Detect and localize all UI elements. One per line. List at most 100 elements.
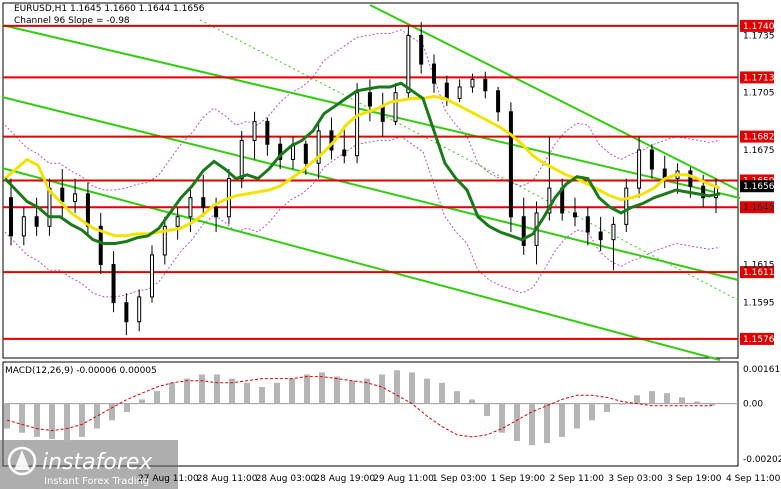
macd-histogram-bar <box>469 399 475 404</box>
axes: 1.1735 1.1705 1.1675 1.1645 1.1615 1.1595 0.00… <box>138 31 781 484</box>
horizontal-levels: 1.17401.17131.16821.16591.16451.16111.15… <box>3 19 775 345</box>
macd-histogram-bar <box>79 403 85 437</box>
symbol-header: EURUSD,H1 1.1645 1.1660 1.1644 1.1656 <box>14 4 205 14</box>
channel-line <box>1 167 721 361</box>
moving-averages <box>3 81 721 245</box>
candle-body <box>239 139 244 180</box>
candle-body <box>624 187 629 225</box>
level-label: 1.1576 <box>743 335 775 345</box>
macd-histogram-bar <box>34 403 40 437</box>
macd-histogram-bar <box>439 382 445 404</box>
macd-histogram-bar <box>319 372 325 404</box>
candle-body <box>444 82 449 99</box>
macd-histogram-bar <box>559 403 565 437</box>
level-tag <box>740 130 774 143</box>
price-tick-label: 1.1595 <box>743 299 775 309</box>
candle-body <box>393 92 398 122</box>
macd-histogram-bar <box>484 403 490 417</box>
candle-body <box>406 34 411 94</box>
time-tick-label: 28 Aug 19:00 <box>314 474 375 484</box>
macd-histogram-bar <box>364 378 370 404</box>
macd-histogram-bar <box>184 378 190 404</box>
price-tick-label: 1.1645 <box>743 203 775 213</box>
macd-histogram-bar <box>664 393 670 404</box>
candle-body <box>432 63 436 84</box>
candle-body <box>637 149 642 189</box>
macd-label: MACD(12,26,9) -0.00006 0.00005 <box>5 366 157 376</box>
candle-body <box>60 187 65 202</box>
macd-histogram-bar <box>514 403 520 442</box>
macd-histogram-bar <box>349 380 355 404</box>
time-tick-label: 4 Sep 11:00 <box>726 474 781 484</box>
candle-body <box>688 170 693 187</box>
candle-body <box>419 34 424 65</box>
macd-histogram-bar <box>499 403 505 433</box>
level-label: 1.1682 <box>743 133 775 143</box>
time-tick-label: 1 Sep 19:00 <box>491 474 546 484</box>
candle-body <box>598 231 603 241</box>
candle-body <box>124 302 129 323</box>
candle-body <box>73 193 78 202</box>
candle-body <box>265 120 270 145</box>
macd-histogram-bar <box>124 403 130 412</box>
macd-histogram-bar <box>289 378 295 404</box>
macd-histogram-bar <box>379 374 385 404</box>
price-tick-label: 1.1735 <box>743 31 775 41</box>
macd-histogram-bar <box>94 403 100 429</box>
macd-histogram-bar <box>394 370 400 404</box>
candle-body <box>47 187 52 227</box>
macd-histogram-bar <box>679 397 685 404</box>
macd-histogram-bar <box>109 403 115 421</box>
logo-backdrop <box>0 440 178 489</box>
macd-histogram-bar <box>274 382 280 404</box>
candle-body <box>252 120 257 141</box>
candle-body <box>573 212 577 218</box>
macd-histogram-bar <box>199 374 205 404</box>
channel-line <box>369 4 739 191</box>
macd-histogram-bar <box>709 403 715 406</box>
candle-body <box>342 149 347 157</box>
candle-body <box>457 86 462 99</box>
macd-signal-line <box>6 376 712 438</box>
slow-moving-average <box>3 81 721 245</box>
macd-histogram-bar <box>64 403 70 442</box>
macd-histogram-bar <box>544 403 550 444</box>
macd-histogram-bar <box>409 372 415 404</box>
current-price-label: 1.1656 <box>743 182 775 192</box>
candlesticks <box>9 22 718 336</box>
candle-body <box>611 223 616 241</box>
level-label: 1.1713 <box>743 73 775 83</box>
candle-body <box>496 90 501 113</box>
macd-histogram-bar <box>619 403 625 405</box>
candle-body <box>137 296 142 323</box>
macd-tick-label: 0.00161 <box>743 365 780 375</box>
macd-histogram-bar <box>424 378 430 404</box>
current-price-tag <box>740 180 774 193</box>
macd-histogram-bar <box>214 374 220 404</box>
candle-body <box>9 197 13 237</box>
candle-body <box>201 197 206 208</box>
candle-body <box>701 185 706 199</box>
macd-panel <box>3 370 738 446</box>
price-tick-label: 1.1615 <box>743 260 775 270</box>
time-tick-label: 27 Aug 11:00 <box>138 474 199 484</box>
macd-histogram-bar <box>694 401 700 404</box>
macd-histogram-bar <box>634 395 640 404</box>
candle-body <box>380 105 385 122</box>
macd-histogram-bar <box>334 376 340 404</box>
candle-body <box>508 111 513 218</box>
level-label: 1.1740 <box>743 22 775 32</box>
macd-histogram-bar <box>4 403 10 429</box>
candle-body <box>278 143 283 161</box>
macd-histogram-bar <box>454 391 460 404</box>
macd-histogram-bar <box>529 403 535 446</box>
time-tick-label: 3 Sep 03:00 <box>608 474 663 484</box>
macd-histogram-bar <box>244 382 250 404</box>
macd-histogram-bar <box>19 403 25 433</box>
candle-body <box>111 263 116 304</box>
candle-body <box>85 193 90 227</box>
channel-label: Channel 96 Slope = -0.98 <box>14 16 130 26</box>
macd-tick-label: 0.00 <box>743 400 763 410</box>
macd-histogram-bar <box>139 399 145 404</box>
